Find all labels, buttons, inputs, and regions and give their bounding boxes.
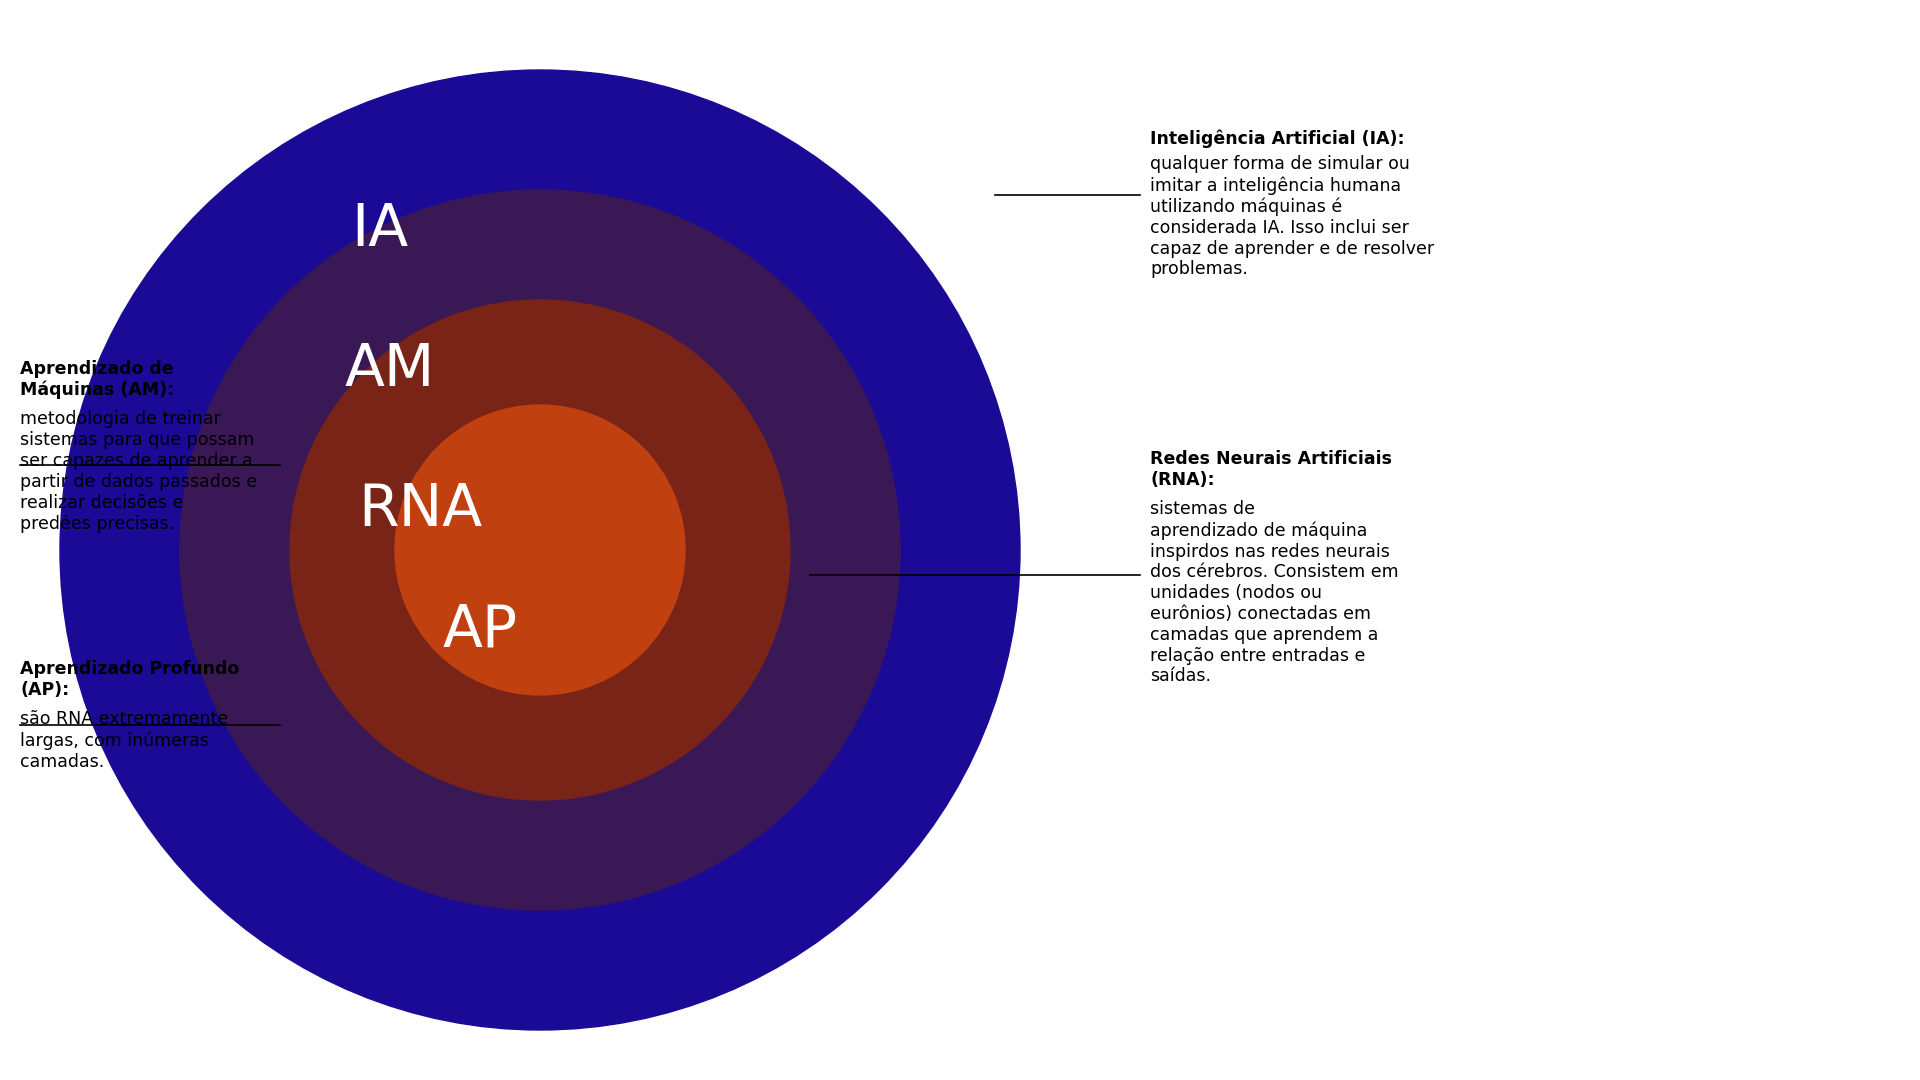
Circle shape xyxy=(180,190,900,910)
Text: são RNA extremamente
largas, com inúmeras
camadas.: são RNA extremamente largas, com inúmera… xyxy=(19,711,228,770)
Circle shape xyxy=(290,300,789,800)
Text: Aprendizado de
Máquinas (AM):: Aprendizado de Máquinas (AM): xyxy=(19,360,175,400)
Text: AM: AM xyxy=(346,341,436,399)
Text: IA: IA xyxy=(351,202,409,258)
Text: Inteligência Artificial (IA):: Inteligência Artificial (IA): xyxy=(1150,130,1405,148)
Text: sistemas de
aprendizado de máquina
inspirdos nas redes neurais
dos cérebros. Con: sistemas de aprendizado de máquina inspi… xyxy=(1150,500,1398,686)
Circle shape xyxy=(60,70,1020,1030)
Text: Aprendizado Profundo
(AP):: Aprendizado Profundo (AP): xyxy=(19,660,240,699)
Text: RNA: RNA xyxy=(357,482,482,539)
Text: metodologia de treinar
sistemas para que possam
ser capazes de aprender a
partir: metodologia de treinar sistemas para que… xyxy=(19,410,257,532)
Circle shape xyxy=(396,405,685,696)
Text: AP: AP xyxy=(442,602,518,659)
Text: Redes Neurais Artificiais
(RNA):: Redes Neurais Artificiais (RNA): xyxy=(1150,450,1392,489)
Text: qualquer forma de simular ou
imitar a inteligência humana
utilizando máquinas é
: qualquer forma de simular ou imitar a in… xyxy=(1150,156,1434,279)
